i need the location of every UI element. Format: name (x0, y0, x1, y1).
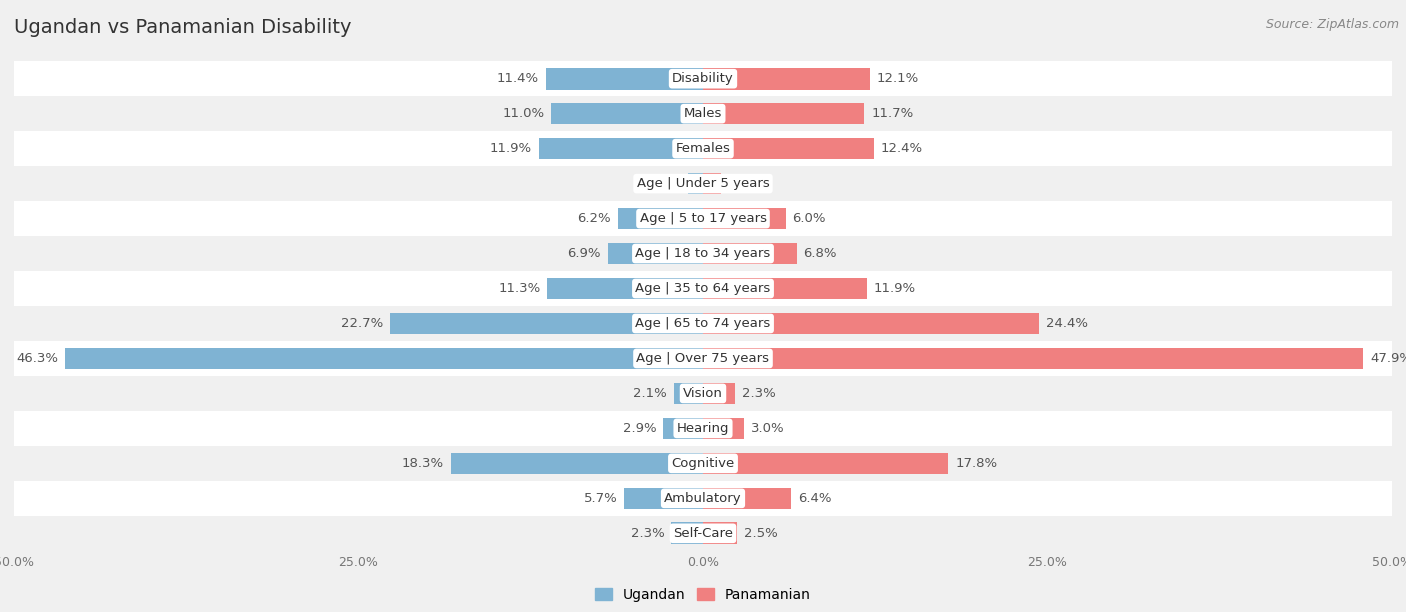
Text: Source: ZipAtlas.com: Source: ZipAtlas.com (1265, 18, 1399, 31)
Text: Vision: Vision (683, 387, 723, 400)
Text: 11.9%: 11.9% (875, 282, 915, 295)
Bar (703, 382, 735, 405)
Bar (703, 138, 875, 160)
Bar (551, 103, 703, 124)
Text: 18.3%: 18.3% (402, 457, 444, 470)
Bar (703, 173, 721, 195)
Bar (617, 207, 703, 230)
Bar (14, 481, 1392, 516)
Text: 47.9%: 47.9% (1369, 352, 1406, 365)
Text: 12.1%: 12.1% (876, 72, 920, 85)
Text: Age | 18 to 34 years: Age | 18 to 34 years (636, 247, 770, 260)
Bar (703, 278, 868, 299)
Text: 12.4%: 12.4% (880, 142, 922, 155)
Bar (703, 417, 744, 439)
Text: 2.3%: 2.3% (631, 527, 665, 540)
Bar (703, 103, 865, 124)
Text: Ambulatory: Ambulatory (664, 492, 742, 505)
Bar (14, 271, 1392, 306)
Text: 11.0%: 11.0% (502, 107, 544, 120)
Text: 11.3%: 11.3% (498, 282, 540, 295)
Bar (703, 488, 792, 509)
Text: 11.7%: 11.7% (872, 107, 914, 120)
Bar (14, 306, 1392, 341)
Text: 17.8%: 17.8% (955, 457, 997, 470)
Text: 11.4%: 11.4% (496, 72, 538, 85)
Text: Females: Females (675, 142, 731, 155)
Text: 22.7%: 22.7% (342, 317, 384, 330)
Bar (14, 166, 1392, 201)
Bar (451, 452, 703, 474)
Bar (14, 96, 1392, 131)
Bar (65, 348, 703, 369)
Text: Males: Males (683, 107, 723, 120)
Bar (14, 341, 1392, 376)
Bar (14, 516, 1392, 551)
Bar (624, 488, 703, 509)
Bar (673, 382, 703, 405)
Text: Age | Over 75 years: Age | Over 75 years (637, 352, 769, 365)
Text: 1.3%: 1.3% (728, 177, 762, 190)
Text: Age | 5 to 17 years: Age | 5 to 17 years (640, 212, 766, 225)
Bar (14, 61, 1392, 96)
Text: Disability: Disability (672, 72, 734, 85)
Bar (14, 201, 1392, 236)
Bar (688, 173, 703, 195)
Text: 24.4%: 24.4% (1046, 317, 1088, 330)
Bar (14, 131, 1392, 166)
Bar (14, 236, 1392, 271)
Bar (14, 446, 1392, 481)
Bar (703, 313, 1039, 334)
Bar (538, 138, 703, 160)
Bar (703, 207, 786, 230)
Text: 3.0%: 3.0% (751, 422, 785, 435)
Bar (703, 452, 948, 474)
Bar (671, 523, 703, 544)
Text: 6.4%: 6.4% (799, 492, 831, 505)
Text: 5.7%: 5.7% (583, 492, 617, 505)
Bar (703, 243, 797, 264)
Text: 2.3%: 2.3% (741, 387, 775, 400)
Bar (547, 278, 703, 299)
Bar (607, 243, 703, 264)
Bar (703, 348, 1362, 369)
Text: Self-Care: Self-Care (673, 527, 733, 540)
Legend: Ugandan, Panamanian: Ugandan, Panamanian (591, 583, 815, 608)
Text: Age | 65 to 74 years: Age | 65 to 74 years (636, 317, 770, 330)
Text: Age | 35 to 64 years: Age | 35 to 64 years (636, 282, 770, 295)
Bar (664, 417, 703, 439)
Bar (703, 523, 738, 544)
Text: 2.5%: 2.5% (744, 527, 778, 540)
Bar (14, 376, 1392, 411)
Text: Cognitive: Cognitive (672, 457, 734, 470)
Text: 46.3%: 46.3% (15, 352, 58, 365)
Text: 6.9%: 6.9% (568, 247, 600, 260)
Bar (391, 313, 703, 334)
Text: 11.9%: 11.9% (491, 142, 531, 155)
Text: 6.2%: 6.2% (576, 212, 610, 225)
Text: 6.0%: 6.0% (793, 212, 827, 225)
Text: Hearing: Hearing (676, 422, 730, 435)
Text: 6.8%: 6.8% (804, 247, 837, 260)
Text: Age | Under 5 years: Age | Under 5 years (637, 177, 769, 190)
Bar (546, 68, 703, 89)
Text: Ugandan vs Panamanian Disability: Ugandan vs Panamanian Disability (14, 18, 352, 37)
Text: 2.9%: 2.9% (623, 422, 657, 435)
Bar (14, 411, 1392, 446)
Text: 2.1%: 2.1% (634, 387, 668, 400)
Bar (703, 68, 870, 89)
Text: 1.1%: 1.1% (647, 177, 681, 190)
